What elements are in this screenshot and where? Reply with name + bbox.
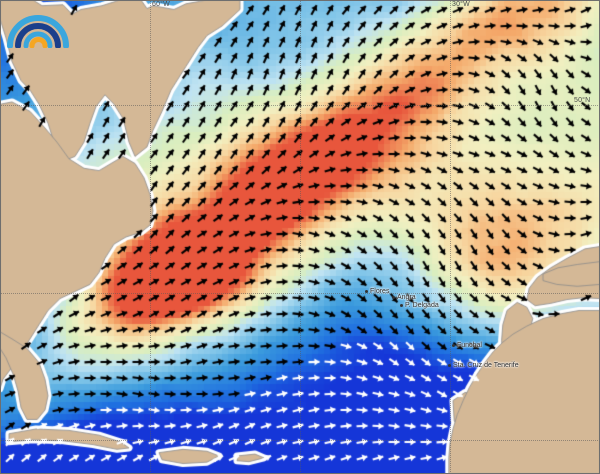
rainbow-arc-logo[interactable]: [6, 6, 70, 49]
